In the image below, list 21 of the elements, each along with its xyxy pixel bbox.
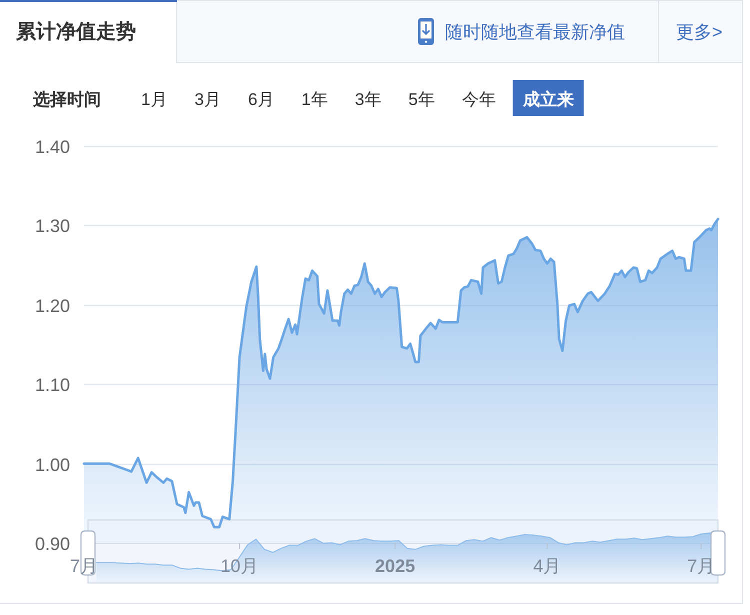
x-tick-label: 7月 [687, 556, 716, 576]
text: 3年 [354, 90, 382, 109]
text: 今年 [462, 90, 496, 109]
text: 6月 [248, 90, 274, 109]
text: 3月 [194, 90, 221, 109]
y-tick-label: 1.10 [34, 375, 70, 395]
text: 更多> [676, 22, 723, 42]
y-tick-label: 1.20 [34, 296, 70, 316]
x-tick-label: 4月 [533, 556, 562, 576]
text: 随时随地查看最新净值 [445, 22, 625, 42]
y-tick-label: 0.90 [34, 534, 70, 554]
text: 选择时间 [32, 90, 101, 109]
text: 成立来 [522, 90, 574, 109]
y-tick-label: 1.00 [34, 455, 70, 475]
y-tick-label: 1.30 [34, 216, 70, 236]
x-tick-label: 2025 [375, 556, 416, 576]
text: 5年 [408, 90, 435, 109]
y-tick-label: 1.40 [34, 137, 70, 157]
text: 1年 [301, 90, 328, 109]
chart-title: 累计净值走势 [15, 21, 136, 43]
text: 1月 [141, 90, 168, 109]
